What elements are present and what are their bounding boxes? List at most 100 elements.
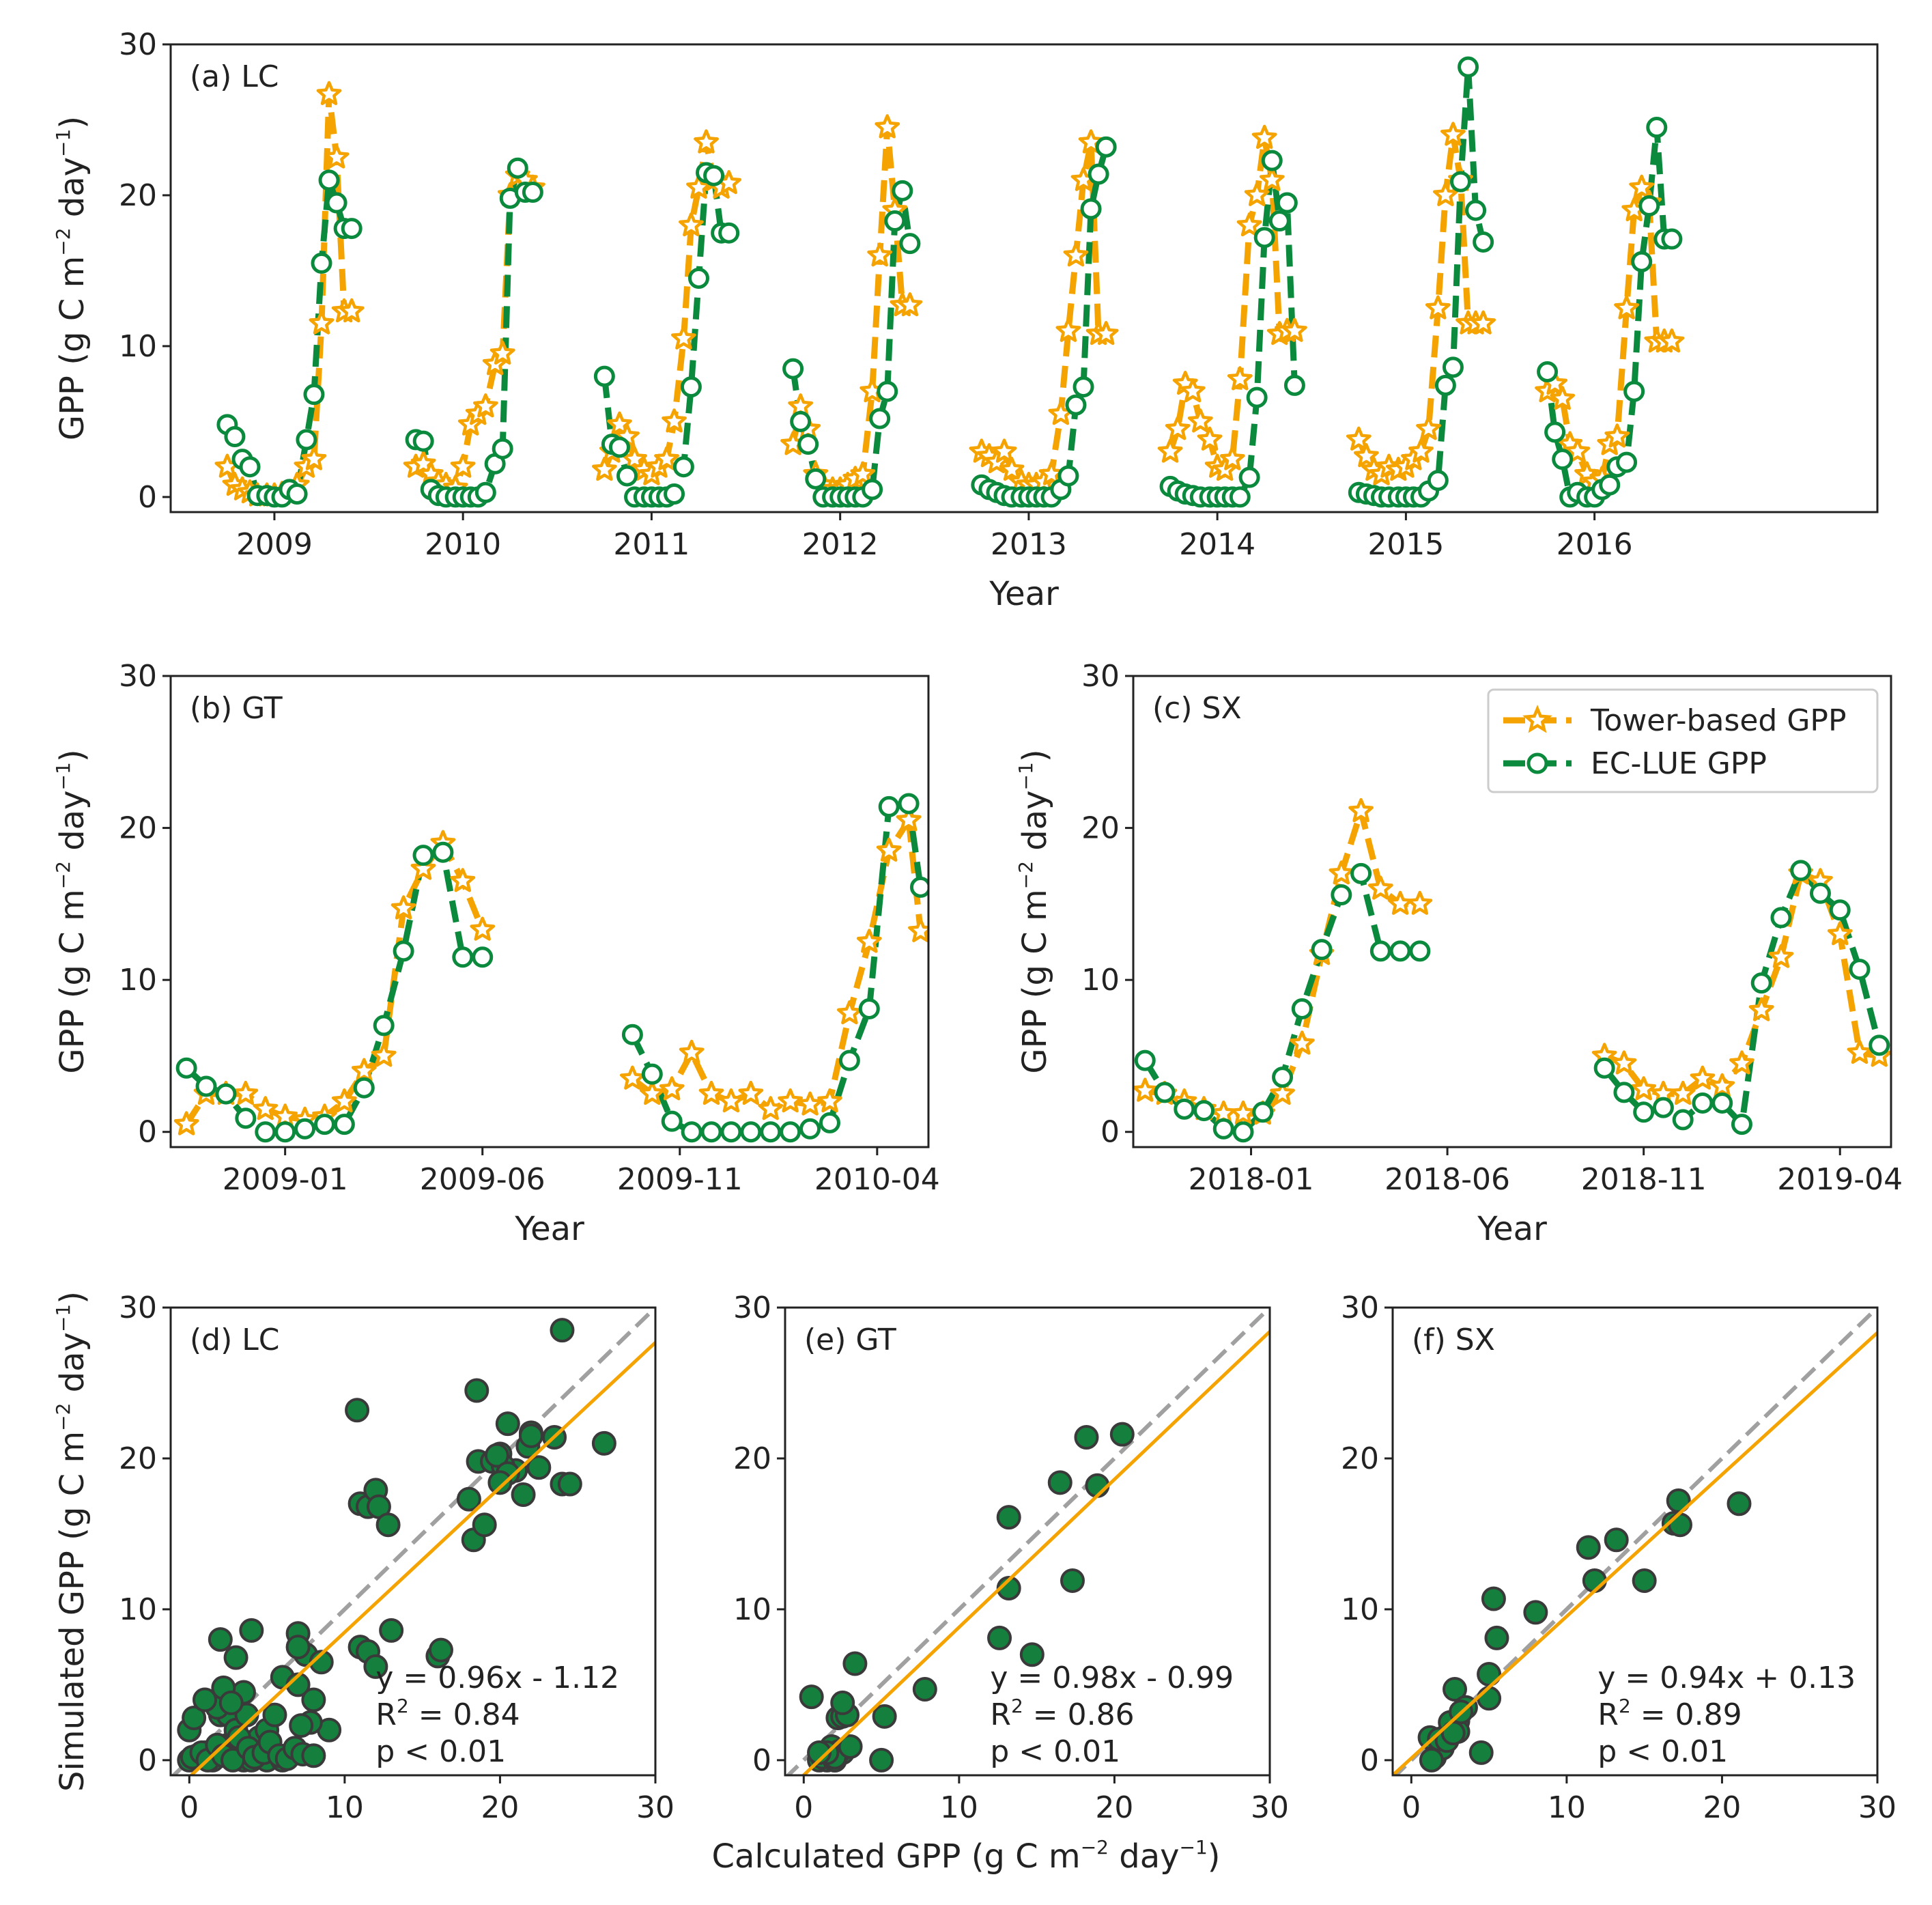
- x-tick-label: 2013: [991, 527, 1067, 562]
- simulated-y-axis-label: Simulated GPP (g C m−2 day−1): [52, 1291, 91, 1792]
- eclue-point: [1638, 195, 1660, 216]
- x-tick-label: 2014: [1179, 527, 1255, 562]
- tower-point: [591, 456, 617, 481]
- scatter-point: [557, 1471, 582, 1497]
- eclue-point: [1291, 998, 1313, 1019]
- eclue-point: [1080, 198, 1102, 220]
- eclue-point: [819, 1112, 840, 1133]
- calculated-x-axis-label-sup1: −2: [1081, 1836, 1109, 1859]
- tower-point: [1055, 318, 1081, 342]
- tower-point: [1550, 386, 1576, 410]
- y-tick-label: 0: [1100, 1115, 1120, 1150]
- eclue-point: [1552, 449, 1574, 470]
- y-axis-label-head: GPP (g C m: [1016, 889, 1054, 1073]
- calculated-x-axis-label: Calculated GPP (g C m−2 day−1): [711, 1836, 1220, 1876]
- eclue-point: [608, 436, 630, 458]
- eclue-point: [1537, 361, 1559, 382]
- x-tick-label: 30: [1858, 1790, 1897, 1825]
- tower-point: [1425, 295, 1451, 320]
- tower-point: [410, 856, 436, 880]
- eclue-point: [877, 380, 898, 402]
- scatter-point: [301, 1743, 326, 1768]
- scatter-point: [1632, 1568, 1657, 1593]
- tower-point: [351, 1058, 377, 1082]
- y-axis-label-close: ): [53, 749, 91, 762]
- scatter-point: [799, 1684, 824, 1710]
- panel-title: (e) GT: [804, 1323, 896, 1357]
- tower-point: [738, 1080, 764, 1105]
- eclue-point: [869, 408, 891, 429]
- tower-point: [875, 114, 900, 139]
- tower-point: [1270, 1080, 1295, 1105]
- tower-point: [654, 446, 679, 470]
- eclue-point: [1631, 251, 1653, 272]
- tower-point: [1604, 423, 1630, 448]
- eclue-point: [1750, 972, 1772, 994]
- fit-line: [188, 1341, 655, 1775]
- axes-frame: [169, 43, 1879, 513]
- tower-point: [316, 81, 342, 105]
- tower-point: [718, 1088, 744, 1113]
- tower-point: [1709, 1073, 1735, 1097]
- tower-point: [619, 1065, 645, 1090]
- eclue-point: [680, 376, 702, 398]
- y-tick-label: 0: [138, 1115, 157, 1150]
- tower-point: [1748, 997, 1774, 1021]
- scatter-point: [456, 1486, 481, 1512]
- tower-point: [896, 807, 922, 832]
- eclue-point: [838, 1049, 860, 1071]
- eclue-point: [1072, 376, 1094, 398]
- x-tick-label: 2009-01: [223, 1162, 348, 1197]
- scatter-point: [193, 1687, 218, 1712]
- tower-point: [694, 129, 719, 154]
- tower-point: [856, 929, 882, 953]
- eclue-point: [1473, 231, 1494, 253]
- panel-a: 0 10 20 30 2009 2010 2011 2012 2013 2014 2015 2016 (…: [52, 27, 1879, 613]
- scatter-point: [1477, 1686, 1502, 1711]
- y-tick-label: 30: [1081, 659, 1120, 694]
- fit-line: [801, 1330, 1270, 1775]
- tower-point: [1187, 408, 1213, 433]
- axes-frame: [169, 1306, 657, 1777]
- simulated-y-axis-label-head: Simulated GPP (g C m: [53, 1431, 91, 1792]
- tower-point: [173, 1111, 199, 1135]
- eclue-point: [1246, 386, 1268, 408]
- panel-title: (a) LC: [190, 59, 279, 94]
- r-squared-r: R: [990, 1697, 1011, 1732]
- panel-title: (f) SX: [1412, 1323, 1495, 1357]
- eclue-point: [1193, 1100, 1215, 1122]
- tower-point: [309, 310, 335, 335]
- legend-box: [1487, 688, 1879, 793]
- tower-point: [908, 918, 928, 942]
- x-tick-label: 2018-11: [1581, 1162, 1707, 1197]
- y-tick-label: 20: [1081, 811, 1120, 846]
- eclue-point: [780, 1121, 801, 1143]
- y-tick-label: 30: [119, 659, 157, 694]
- scatter-point: [1667, 1512, 1692, 1538]
- eclue-point: [718, 222, 740, 244]
- eclue-point: [1350, 862, 1372, 884]
- tower-point: [1244, 182, 1270, 206]
- tower-point: [1408, 438, 1434, 463]
- scatter-point: [379, 1618, 404, 1643]
- x-tick-label: 2018-01: [1189, 1162, 1314, 1197]
- panel-c: 0 10 20 30 2018-01 2018-06 2018-11 2019-04 (c) S…: [1014, 659, 1903, 1248]
- x-tick-label: 30: [1251, 1790, 1289, 1825]
- panel-b: 0 10 20 30 2009-01 2009-06 2009-11 2010-04 (b) G…: [52, 659, 940, 1248]
- scatter-point: [345, 1398, 370, 1423]
- tower-point: [1236, 212, 1262, 237]
- tower-point: [1157, 438, 1183, 463]
- tower-point: [253, 1096, 279, 1120]
- x-tick-label: 2009-06: [420, 1162, 545, 1197]
- eclue-point: [1154, 1082, 1176, 1103]
- tower-point: [1611, 1050, 1637, 1075]
- y-axis-label-close: ): [53, 116, 91, 129]
- eclue-point: [672, 456, 694, 478]
- y-tick-label: 10: [119, 963, 157, 998]
- tower-point: [1367, 875, 1393, 900]
- eclue-point: [1442, 356, 1464, 378]
- eclue-point: [1809, 882, 1831, 904]
- p-value: p < 0.01: [1597, 1734, 1728, 1769]
- eclue-point: [687, 268, 709, 289]
